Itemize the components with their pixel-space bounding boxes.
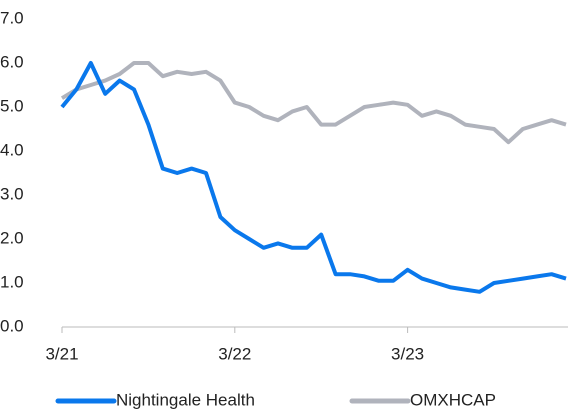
x-tick-label: 3/23 [391, 344, 424, 363]
series-line [60, 61, 567, 294]
y-tick-label: 5.0 [0, 96, 24, 115]
legend-label: Nightingale Health [116, 390, 255, 409]
y-tick-label: 4.0 [0, 140, 24, 159]
legend-label: OMXHCAP [410, 390, 496, 409]
y-tick-label: 0.0 [0, 316, 24, 335]
y-tick-label: 3.0 [0, 184, 24, 203]
y-tick-label: 6.0 [0, 52, 24, 71]
y-tick-label: 7.0 [0, 8, 24, 27]
series-line [60, 61, 567, 145]
x-tick-label: 3/21 [45, 344, 78, 363]
y-tick-label: 1.0 [0, 272, 24, 291]
x-tick-label: 3/22 [218, 344, 251, 363]
y-tick-label: 2.0 [0, 228, 24, 247]
